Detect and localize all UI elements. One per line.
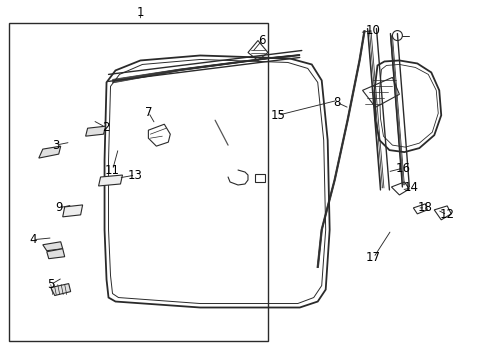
Text: 8: 8 bbox=[333, 96, 341, 109]
Polygon shape bbox=[98, 175, 122, 186]
Polygon shape bbox=[43, 242, 63, 251]
Polygon shape bbox=[63, 205, 83, 217]
Polygon shape bbox=[47, 249, 65, 259]
Polygon shape bbox=[86, 126, 105, 136]
Text: 17: 17 bbox=[366, 251, 381, 264]
Text: 16: 16 bbox=[396, 162, 411, 175]
Text: 14: 14 bbox=[404, 181, 419, 194]
Polygon shape bbox=[51, 284, 71, 296]
Text: 18: 18 bbox=[418, 201, 433, 215]
Text: 1: 1 bbox=[137, 6, 144, 19]
Text: 15: 15 bbox=[270, 109, 285, 122]
Text: 2: 2 bbox=[102, 121, 109, 134]
Text: 12: 12 bbox=[440, 208, 455, 221]
Text: 9: 9 bbox=[55, 201, 62, 215]
Polygon shape bbox=[39, 146, 61, 158]
Text: 13: 13 bbox=[128, 168, 143, 181]
Text: 4: 4 bbox=[29, 233, 37, 246]
Text: 7: 7 bbox=[145, 106, 152, 119]
Text: 3: 3 bbox=[52, 139, 59, 152]
Text: 11: 11 bbox=[105, 163, 120, 176]
Text: 5: 5 bbox=[47, 278, 54, 291]
Text: 6: 6 bbox=[258, 34, 266, 47]
Text: 10: 10 bbox=[366, 24, 381, 37]
